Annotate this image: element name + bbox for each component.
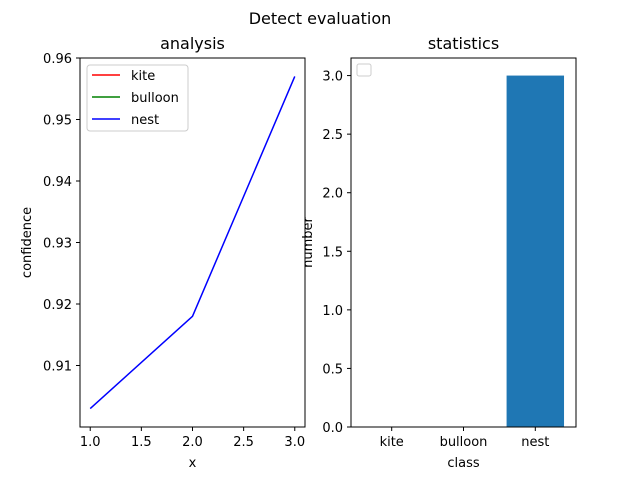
statistics-y-tick-label: 2.0	[322, 187, 343, 202]
statistics-title: statistics	[428, 34, 499, 53]
statistics-y-tick-label: 0.0	[322, 421, 343, 436]
statistics-y-tick-label: 1.5	[322, 245, 343, 260]
series-line-nest	[89, 76, 296, 410]
statistics-y-tick-label: 1.0	[322, 304, 343, 319]
statistics-y-tick-label: 3.0	[322, 70, 343, 85]
analysis-y-tick-label: 0.95	[43, 114, 72, 129]
statistics-y-ticks: 0.0 0.5 1.0 1.5 2.0 2.5 3.0	[322, 70, 351, 436]
statistics-bar-chart: kite bulloon nest 0.0 0.5 1.0 1.5 2.0 2.5 3.0 st…	[301, 34, 577, 471]
legend-label-kite: kite	[131, 69, 155, 84]
analysis-y-label: confidence	[20, 207, 35, 278]
statistics-y-tick-label: 2.5	[322, 128, 343, 143]
analysis-x-label: x	[189, 456, 197, 471]
statistics-x-tick-label: nest	[521, 435, 549, 450]
statistics-x-label: class	[447, 456, 479, 471]
analysis-x-tick-label: 1.0	[80, 435, 101, 450]
analysis-y-tick-label: 0.91	[43, 360, 72, 375]
analysis-x-tick-label: 2.5	[233, 435, 254, 450]
statistics-x-tick-label: kite	[380, 435, 404, 450]
analysis-legend: kite bulloon nest	[86, 64, 189, 132]
statistics-x-tick-label: bulloon	[440, 435, 488, 450]
statistics-y-label: number	[301, 216, 316, 267]
analysis-x-ticks: 1.0 1.5 2.0 2.5 3.0	[80, 427, 305, 450]
statistics-y-tick-label: 0.5	[322, 362, 343, 377]
analysis-y-tick-label: 0.96	[43, 52, 72, 67]
analysis-x-tick-label: 2.0	[182, 435, 203, 450]
analysis-x-tick-label: 3.0	[284, 435, 305, 450]
analysis-legend-frame	[86, 64, 189, 132]
statistics-axes-frame	[350, 57, 577, 428]
analysis-y-tick-label: 0.93	[43, 237, 72, 252]
analysis-x-tick-label: 1.5	[131, 435, 152, 450]
statistics-legend-empty	[356, 63, 372, 77]
analysis-y-tick-label: 0.92	[43, 298, 72, 313]
figure-suptitle: Detect evaluation	[249, 9, 392, 28]
legend-label-bulloon: bulloon	[131, 91, 179, 106]
bar-nest	[506, 75, 565, 428]
analysis-y-ticks: 0.91 0.92 0.93 0.94 0.95 0.96	[43, 52, 80, 375]
analysis-line-chart: 1.0 1.5 2.0 2.5 3.0 0.91 0.92 0.93 0.94 0.95 0.96…	[20, 34, 306, 471]
analysis-y-tick-label: 0.94	[43, 175, 72, 190]
legend-label-nest: nest	[131, 113, 159, 128]
analysis-title: analysis	[160, 34, 225, 53]
analysis-axes-frame	[79, 57, 306, 428]
statistics-x-ticks: kite bulloon nest	[380, 427, 549, 450]
